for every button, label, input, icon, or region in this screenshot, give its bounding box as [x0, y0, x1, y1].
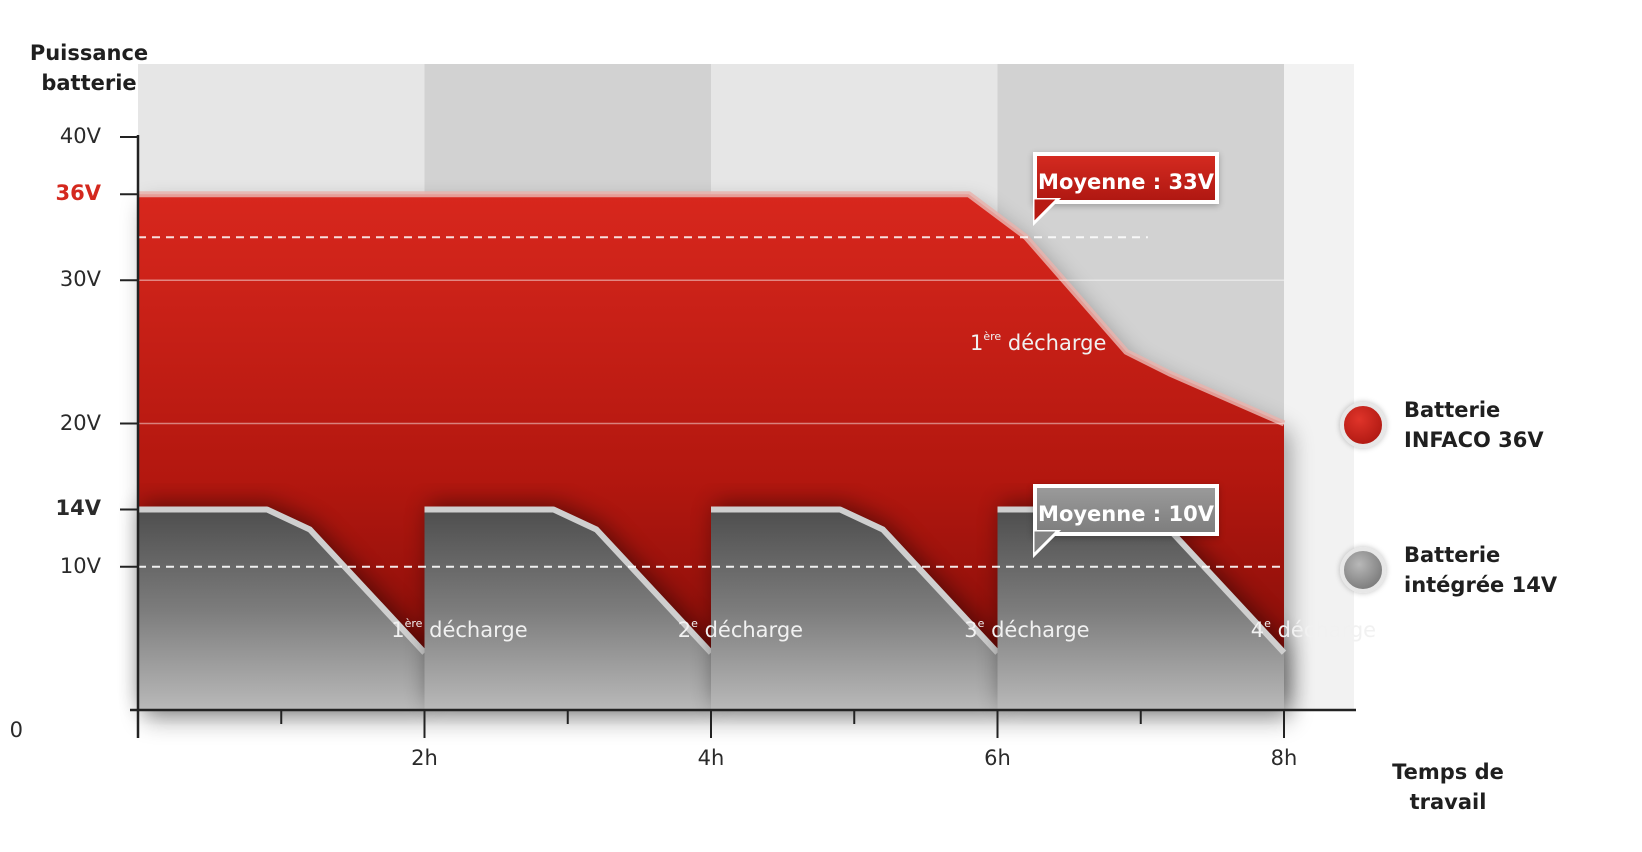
- grey-segment-line: [711, 506, 1000, 655]
- legend-label: Batterie intégrée 14V: [1404, 543, 1558, 597]
- x-tick-label: 4h: [697, 746, 725, 770]
- origin-label: 0: [9, 718, 23, 742]
- x-tick-label: 8h: [1270, 746, 1298, 770]
- legend-label: Batterie INFACO 36V: [1404, 398, 1544, 452]
- callout-average-14v: Moyenne : 10V: [1033, 484, 1219, 536]
- background-band-tail: [1284, 64, 1354, 710]
- grey-segment-line: [424, 506, 714, 655]
- discharge-label-14v: 2e décharge: [677, 617, 804, 642]
- x-tick-label: 6h: [984, 746, 1011, 770]
- grey-segment-area: [138, 509, 425, 710]
- discharge-label-36v: 1ère décharge: [970, 330, 1107, 355]
- grey-segment-area: [424, 509, 711, 710]
- callout-average-36v: Moyenne : 33V: [1033, 152, 1219, 204]
- discharge-label-14v: 3e décharge: [964, 617, 1090, 642]
- y-tick-label: 30V: [59, 267, 101, 292]
- discharge-label-14v: 1ère décharge: [391, 617, 528, 642]
- callout-average-14v-pointer: [1033, 530, 1062, 559]
- legend-swatch: [1340, 547, 1386, 593]
- y-tick-label: 20V: [59, 410, 101, 435]
- discharge-label-14v: 4e décharge: [1250, 617, 1377, 642]
- red-series-line: [138, 191, 1286, 427]
- callout-average-36v-pointer-shape: [1033, 198, 1062, 227]
- y-tick-label: 10V: [59, 553, 101, 578]
- legend-item: Batterie intégrée 14V: [1340, 540, 1557, 600]
- y-axis-label: Puissance batterie: [29, 41, 149, 95]
- x-tick-label: 2h: [411, 746, 438, 770]
- y-tick-label: 14V: [55, 496, 101, 521]
- grey-segment-line: [138, 506, 427, 655]
- legend-swatch: [1340, 402, 1386, 448]
- callout-average-14v-pointer-shape: [1033, 530, 1062, 559]
- legend-item: Batterie INFACO 36V: [1340, 395, 1544, 455]
- y-tick-label: 36V: [55, 181, 101, 206]
- y-tick-label: 40V: [59, 124, 101, 148]
- grey-segment-area: [711, 509, 998, 710]
- callout-average-36v-pointer: [1033, 198, 1062, 227]
- x-axis-label: Temps de travail: [1392, 760, 1504, 814]
- grey-segment-area: [997, 509, 1284, 710]
